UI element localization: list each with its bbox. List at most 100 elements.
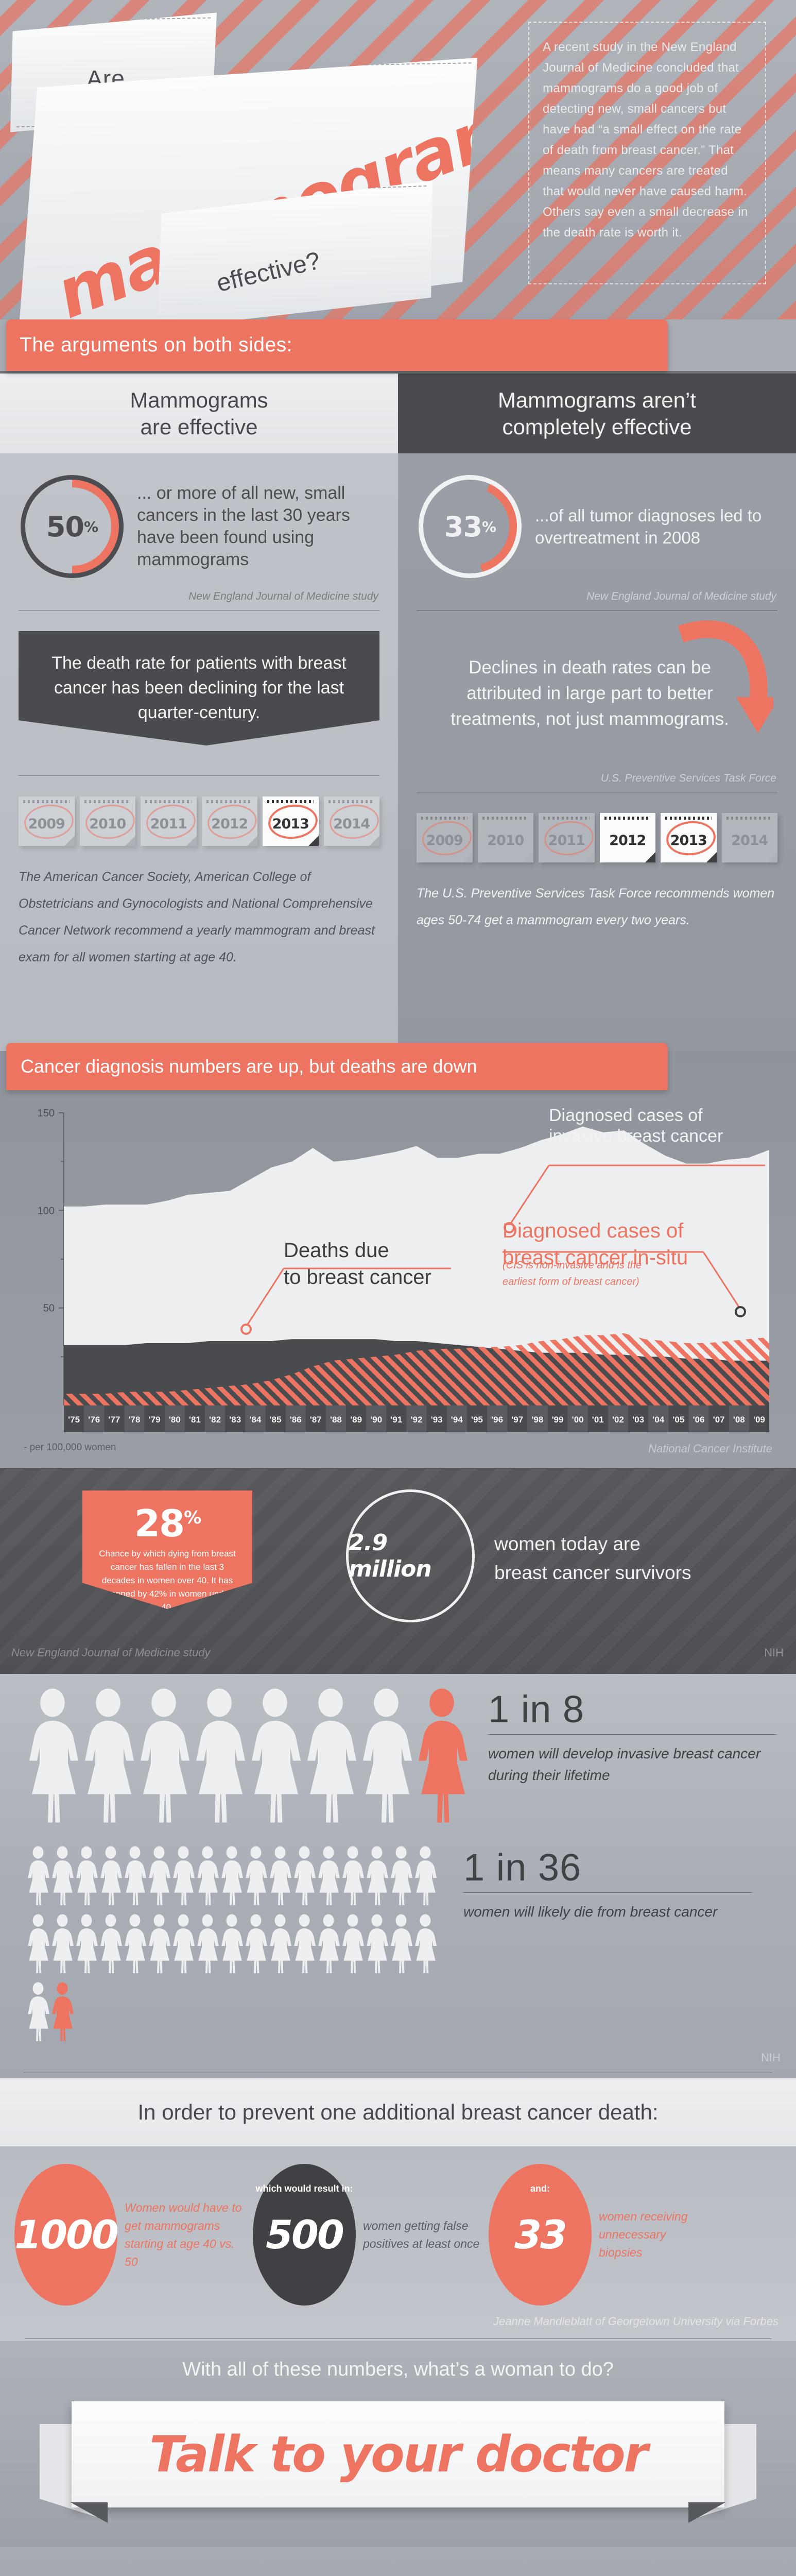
svg-text:'06: '06 <box>693 1415 705 1425</box>
con-stat-text: ...of all tumor diagnoses led to overtre… <box>535 506 762 547</box>
female-icon <box>246 1914 267 1973</box>
pro-stat-source: New England Journal of Medicine study <box>188 590 378 602</box>
calendar-2011[interactable]: 2011 <box>539 813 596 862</box>
female-icon <box>172 1845 195 1912</box>
svg-text:Deaths due: Deaths due <box>284 1239 389 1262</box>
female-icon <box>27 1981 49 2048</box>
female-icon <box>270 1846 291 1905</box>
ratio-block-1-in-8: 1 in 8 women will develop invasive breas… <box>468 1687 796 1786</box>
svg-text:'00: '00 <box>572 1415 584 1425</box>
female-icon <box>415 1846 437 1905</box>
female-icon <box>125 1914 146 1973</box>
cta-section: With all of these numbers, what’s a woma… <box>0 2341 796 2547</box>
divider <box>19 775 379 776</box>
arguments-ribbon: The arguments on both sides: <box>6 319 668 371</box>
chart-footer: - per 100,000 women National Cancer Inst… <box>0 1435 796 1455</box>
calendar-2014[interactable]: 2014 <box>721 813 777 862</box>
female-icon <box>249 1687 301 1834</box>
female-icon <box>149 1914 170 1973</box>
calendar-2009[interactable]: 2009 <box>19 796 76 846</box>
female-icon <box>27 1845 49 1912</box>
ratio-label: 1 in 36 <box>463 1846 582 1889</box>
svg-text:'01: '01 <box>592 1415 604 1425</box>
chart-section: Cancer diagnosis numbers are up, but dea… <box>0 1043 796 1468</box>
svg-text:'75: '75 <box>68 1415 80 1425</box>
prevent-source: Jeanne Mandleblatt of Georgetown Univers… <box>493 2315 778 2328</box>
calendar-2011[interactable]: 2011 <box>141 796 198 846</box>
female-icon <box>341 1845 364 1912</box>
female-icon <box>28 1914 49 1973</box>
arguments-columns: Mammograms are effective 50% ... or more… <box>0 374 796 1051</box>
female-icon <box>367 1914 388 1973</box>
title-word-effective: effective? <box>214 246 323 297</box>
female-icon <box>29 1688 78 1823</box>
female-icon <box>293 1913 316 1980</box>
svg-text:'94: '94 <box>451 1415 463 1425</box>
svg-text:'79: '79 <box>149 1415 161 1425</box>
female-icon <box>342 1846 364 1905</box>
female-icon <box>75 1845 98 1912</box>
stat-flag-28: 28% Chance by which dying from breast ca… <box>82 1490 252 1609</box>
female-icon <box>100 1914 122 1973</box>
calendar-2009[interactable]: 2009 <box>417 813 474 862</box>
female-icon-group-8 <box>0 1687 468 1834</box>
svg-text:earliest form of breast cancer: earliest form of breast cancer) <box>503 1276 639 1287</box>
con-quote-source: U.S. Preventive Services Task Force <box>600 772 776 784</box>
female-icon <box>414 1913 437 1980</box>
con-column-body: 33% ...of all tumor diagnoses led to ove… <box>398 453 796 1051</box>
pro-quote-shield: The death rate for patients with breast … <box>19 631 379 745</box>
female-icon <box>51 1845 74 1912</box>
calendar-2012[interactable]: 2012 <box>201 796 258 846</box>
footer-section: 40% ...of women receive no breast cancer… <box>0 2547 796 2576</box>
ratio-description: women will likely die from breast cancer <box>463 1904 718 1920</box>
donut-number: 50 <box>46 510 84 543</box>
calendar-2012-highlighted[interactable]: 2012 <box>599 813 655 862</box>
female-icon-highlighted <box>416 1687 468 1834</box>
female-icon <box>75 1913 98 1980</box>
female-icon <box>390 1845 412 1912</box>
calendar-2013-highlighted[interactable]: 2013 <box>263 796 320 846</box>
donut-ring <box>21 475 124 578</box>
svg-text:'04: '04 <box>652 1415 664 1425</box>
female-icon <box>149 1846 170 1905</box>
female-icon <box>366 1845 388 1912</box>
female-icon <box>391 1846 412 1905</box>
female-icon <box>317 1845 340 1912</box>
people-source: NIH <box>761 2051 781 2064</box>
calendar-2010[interactable]: 2010 <box>477 813 533 862</box>
divider <box>417 610 777 611</box>
female-icon <box>27 1913 49 1980</box>
argument-column-con: Mammograms aren’t completely effective 3… <box>398 374 796 1051</box>
svg-text:breast cancer in-situ: breast cancer in-situ <box>503 1246 688 1269</box>
prevent-heading-band: In order to prevent one additional breas… <box>0 2078 796 2146</box>
con-note-text: The U.S. Preventive Services Task Force … <box>417 886 775 927</box>
female-icon <box>27 1687 78 1834</box>
svg-text:'89: '89 <box>350 1415 362 1425</box>
con-stat-source: New England Journal of Medicine study <box>586 590 776 602</box>
female-icon <box>51 1913 74 1980</box>
pro-column-header: Mammograms are effective <box>0 374 398 453</box>
chart-unit-label: - per 100,000 women <box>24 1442 116 1453</box>
calendar-2010[interactable]: 2010 <box>79 796 136 846</box>
curved-arrow-icon <box>678 620 773 733</box>
pill-33: and: 33 <box>489 2164 592 2306</box>
con-quote-block: Declines in death rates can be attribute… <box>417 620 777 769</box>
con-calendar-row: 2009 2010 2011 2012 2013 2014 <box>417 813 777 862</box>
calendar-2014[interactable]: 2014 <box>323 796 380 846</box>
female-icon <box>221 1846 243 1905</box>
female-icon <box>173 1914 195 1973</box>
female-icon <box>125 1846 146 1905</box>
cta-ribbon: Talk to your doctor <box>40 2401 756 2523</box>
female-icon <box>390 1913 412 1980</box>
calendar-2013-highlighted[interactable]: 2013 <box>661 813 718 862</box>
pill-text: Women would have to get mammograms start… <box>125 2200 242 2268</box>
svg-text:'02: '02 <box>612 1415 624 1425</box>
female-icon <box>342 1914 364 1973</box>
con-stat-row: 33% ...of all tumor diagnoses led to ove… <box>417 453 777 587</box>
female-icon <box>318 1914 340 1973</box>
svg-text:'86: '86 <box>290 1415 302 1425</box>
cta-question: With all of these numbers, what’s a woma… <box>182 2359 614 2380</box>
female-icon <box>294 1846 316 1905</box>
donut-value: 33% <box>419 475 522 578</box>
